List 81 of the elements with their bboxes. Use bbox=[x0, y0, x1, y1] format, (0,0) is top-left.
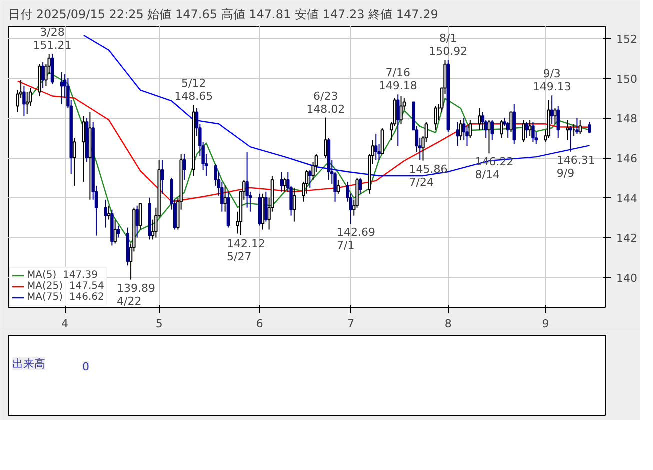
candlestick bbox=[264, 191, 268, 222]
candlestick bbox=[525, 122, 529, 139]
y-tick-label: 150 bbox=[616, 72, 638, 86]
candlestick bbox=[60, 72, 64, 105]
annotation: 7/16 149.18 bbox=[378, 66, 418, 93]
candlestick bbox=[400, 96, 403, 125]
candlestick bbox=[246, 152, 249, 208]
candlestick bbox=[283, 177, 287, 192]
candlestick bbox=[522, 120, 526, 143]
candlestick bbox=[490, 120, 494, 141]
legend-label: MA(25) 147.54 bbox=[27, 281, 104, 292]
candlestick bbox=[528, 120, 532, 137]
candlestick bbox=[136, 205, 139, 238]
candlestick bbox=[324, 117, 328, 159]
candlestick bbox=[138, 203, 142, 230]
candlestick bbox=[578, 120, 582, 135]
x-tick-label: 7 bbox=[347, 318, 354, 330]
candlestick bbox=[82, 116, 86, 182]
y-tick-label: 152 bbox=[616, 32, 638, 46]
candlestick bbox=[380, 128, 384, 155]
candlestick bbox=[41, 62, 45, 89]
y-tick-label: 148 bbox=[616, 112, 638, 126]
annotation: 145.86 7/24 bbox=[409, 162, 448, 189]
candlestick bbox=[224, 185, 227, 212]
candlestick bbox=[468, 120, 472, 139]
x-tick-label: 8 bbox=[444, 318, 452, 330]
candlestick bbox=[72, 138, 76, 186]
candlestick bbox=[280, 171, 284, 192]
candlestick bbox=[556, 106, 560, 139]
text: 出来高 bbox=[12, 358, 46, 370]
candlestick bbox=[116, 225, 120, 238]
candlestick bbox=[554, 108, 557, 125]
candlestick bbox=[459, 120, 463, 141]
legend-label: MA(75) 146.62 bbox=[27, 292, 104, 303]
annotation: 5/12 148.65 bbox=[174, 77, 214, 104]
legend-label: MA(5) 147.39 bbox=[27, 270, 98, 281]
candlestick bbox=[308, 169, 312, 188]
candlestick bbox=[434, 106, 438, 131]
candlestick bbox=[182, 154, 186, 180]
y-tick-label: 140 bbox=[616, 272, 638, 286]
y-tick-label: 142 bbox=[616, 232, 638, 246]
annotation: 6/23 148.02 bbox=[306, 90, 346, 116]
candlestick bbox=[569, 126, 573, 152]
candlestick bbox=[104, 199, 108, 228]
x-tick-label: 9 bbox=[542, 318, 550, 330]
annotation: 3/28 151.21 bbox=[33, 26, 72, 52]
candlestick bbox=[478, 108, 482, 131]
annotation: 146.31 9/9 bbox=[556, 154, 596, 180]
y-tick-label: 144 bbox=[616, 192, 638, 206]
candlestick bbox=[292, 187, 296, 222]
annotation: 142.12 5/27 bbox=[227, 237, 266, 264]
annotation: 142.69 7/1 bbox=[336, 226, 376, 252]
annotation: 9/3 149.13 bbox=[532, 68, 572, 94]
candlestick bbox=[160, 160, 164, 194]
candlestick bbox=[374, 134, 378, 161]
candlestick bbox=[550, 95, 554, 125]
candlestick bbox=[50, 54, 54, 85]
x-tick-label: 4 bbox=[62, 318, 69, 330]
candlestick bbox=[566, 120, 570, 141]
candlestick bbox=[456, 122, 460, 147]
candlestick bbox=[588, 121, 592, 134]
candlestick bbox=[358, 177, 362, 194]
candlestick bbox=[26, 92, 29, 115]
x-tick-label: 5 bbox=[156, 318, 163, 330]
annotation: 139.89 4/22 bbox=[117, 282, 156, 308]
x-tick-label: 6 bbox=[256, 318, 264, 330]
candlestick bbox=[576, 118, 579, 135]
chart-title: 日付 2025/09/15 22:25 始値 147.65 高値 147.81 安値 147.23 終値 147.29 bbox=[8, 8, 438, 22]
candlestick bbox=[107, 205, 111, 220]
candlestick bbox=[510, 112, 513, 133]
candlestick bbox=[506, 122, 510, 139]
candlestick bbox=[488, 120, 491, 154]
annotation: 8/1 150.92 bbox=[429, 32, 468, 58]
candlestick bbox=[22, 86, 26, 117]
text: 0 bbox=[82, 360, 90, 374]
y-tick-label: 146 bbox=[616, 152, 638, 166]
candlestick bbox=[500, 120, 504, 139]
candlestick bbox=[396, 94, 400, 147]
candlestick bbox=[532, 122, 535, 143]
candlestick bbox=[114, 219, 117, 244]
candlestick bbox=[336, 179, 340, 194]
